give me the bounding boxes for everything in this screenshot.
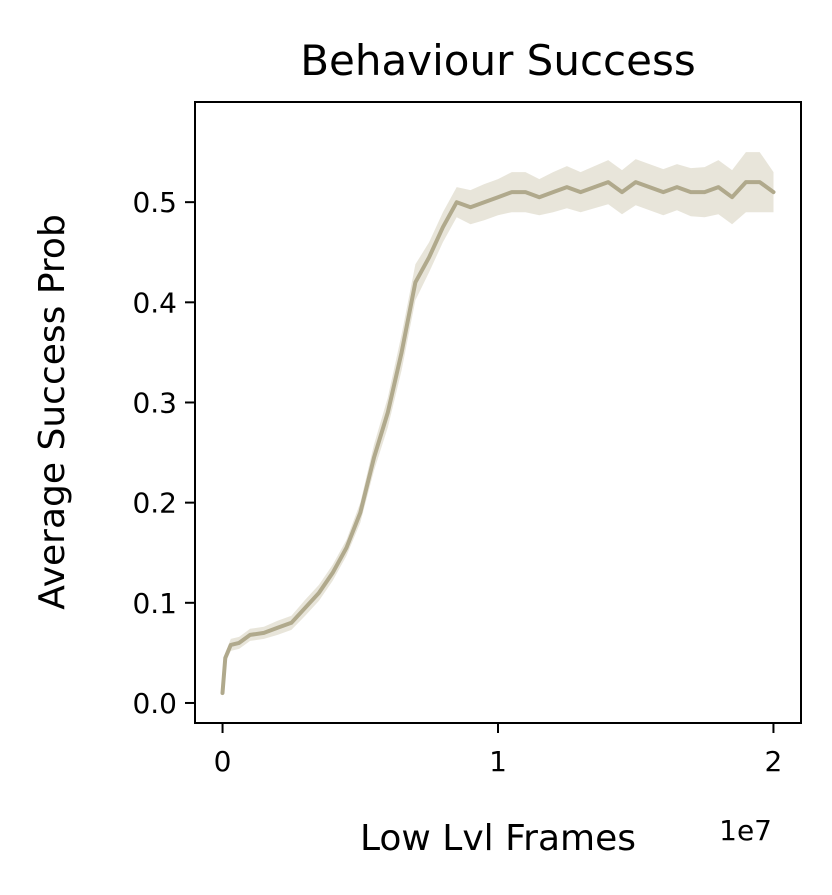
x-axis: 0 1 2	[214, 723, 783, 778]
chart-title: Behaviour Success	[300, 36, 696, 85]
y-axis: 0.0 0.1 0.2 0.3 0.4 0.5	[132, 186, 195, 720]
plot-area	[194, 101, 802, 724]
x-tick-label: 0	[214, 745, 232, 778]
confidence-band	[222, 152, 774, 699]
series-line	[220, 180, 776, 695]
y-tick-label: 0.1	[132, 587, 177, 620]
y-tick-label: 0.0	[132, 687, 177, 720]
x-offset-label: 1e7	[719, 814, 772, 847]
y-tick-label: 0.3	[132, 386, 177, 419]
x-tick-label: 1	[489, 745, 507, 778]
x-axis-title: Low Lvl Frames	[360, 818, 636, 859]
y-axis-title: Average Success Prob	[32, 214, 73, 610]
y-tick-label: 0.4	[132, 286, 177, 319]
y-tick-label: 0.2	[132, 487, 177, 520]
y-tick-label: 0.5	[132, 186, 177, 219]
x-tick-label: 2	[765, 745, 783, 778]
